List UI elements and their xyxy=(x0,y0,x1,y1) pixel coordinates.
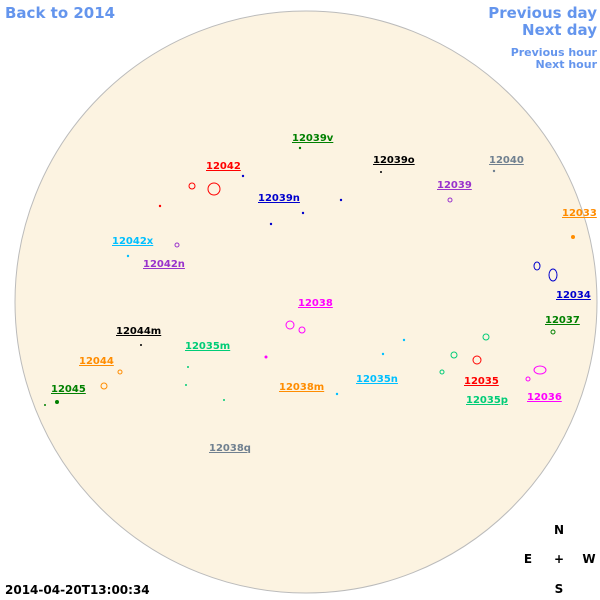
spot xyxy=(185,384,187,386)
previous-hour-link[interactable]: Previous hour xyxy=(511,46,598,59)
spot xyxy=(472,355,482,365)
spot xyxy=(223,399,225,401)
region-label: 12040 xyxy=(489,155,524,166)
spot xyxy=(298,326,306,334)
region-label: 12042x xyxy=(112,236,154,247)
compass-west: W xyxy=(582,552,595,566)
spot xyxy=(126,254,130,258)
spot xyxy=(335,392,339,396)
spot xyxy=(298,146,302,150)
spot xyxy=(241,174,245,178)
sunspots xyxy=(44,146,575,406)
spot xyxy=(402,338,406,342)
previous-day-link[interactable]: Previous day xyxy=(488,4,597,22)
spot xyxy=(380,171,382,173)
spot xyxy=(269,222,273,226)
region-label: 12039v xyxy=(292,133,334,144)
region-label: 12038q xyxy=(209,443,251,454)
spot xyxy=(525,376,531,382)
spot xyxy=(550,329,556,335)
spot xyxy=(339,198,343,202)
region-label: 12035p xyxy=(466,395,508,406)
region-label: 12044 xyxy=(79,356,114,367)
compass-north: N xyxy=(554,523,564,537)
spot xyxy=(55,400,59,404)
spot xyxy=(533,365,547,375)
spot xyxy=(188,182,196,190)
spot xyxy=(450,351,458,359)
region-label: 12039 xyxy=(437,180,472,191)
region-label: 12039o xyxy=(373,155,415,166)
region-label: 12037 xyxy=(545,315,580,326)
spot xyxy=(548,268,558,282)
compass-south: S xyxy=(555,582,564,596)
region-labels: 12039v 12042 12039o 12040 12039 12039n 1… xyxy=(51,133,597,454)
region-label: 12034 xyxy=(556,290,591,301)
compass-east: E xyxy=(524,552,532,566)
region-label: 12035n xyxy=(356,374,398,385)
spot xyxy=(100,382,108,390)
spot xyxy=(44,404,46,406)
solar-disk xyxy=(14,10,598,594)
region-label: 12042n xyxy=(143,259,185,270)
region-label: 12035m xyxy=(185,341,230,352)
region-label: 12035 xyxy=(464,376,499,387)
next-day-link[interactable]: Next day xyxy=(522,21,597,39)
spot xyxy=(381,352,385,356)
next-hour-link[interactable]: Next hour xyxy=(536,58,598,71)
region-label: 12038m xyxy=(279,382,324,393)
spot xyxy=(533,261,541,271)
back-link[interactable]: Back to 2014 xyxy=(5,4,115,22)
spot xyxy=(264,355,268,359)
spot xyxy=(140,344,142,346)
region-label: 12044m xyxy=(116,326,161,337)
spot xyxy=(439,369,445,375)
spot xyxy=(571,235,575,239)
spot xyxy=(174,242,180,248)
spot xyxy=(207,182,221,196)
region-label: 12038 xyxy=(298,298,333,309)
compass-center: + xyxy=(554,552,564,566)
region-label: 12045 xyxy=(51,384,86,395)
spot xyxy=(285,320,295,330)
region-label: 12042 xyxy=(206,161,241,172)
spot xyxy=(447,197,453,203)
timestamp: 2014-04-20T13:00:34 xyxy=(5,583,150,597)
spot xyxy=(492,169,496,173)
spot xyxy=(301,211,305,215)
region-label: 12039n xyxy=(258,193,300,204)
region-label: 12033 xyxy=(562,208,597,219)
spot xyxy=(158,204,162,208)
spot xyxy=(187,366,189,368)
region-label: 12036 xyxy=(527,392,562,403)
spot xyxy=(482,333,490,341)
spot xyxy=(117,369,123,375)
